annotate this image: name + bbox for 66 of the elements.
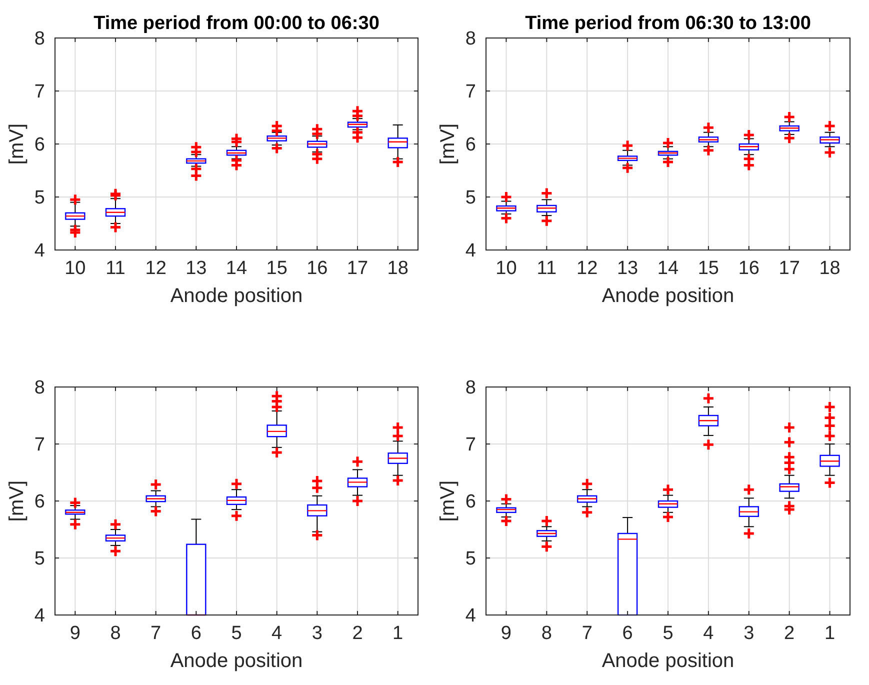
y-tick-label: 7 xyxy=(34,434,45,456)
x-tick-label: 15 xyxy=(266,258,288,279)
x-tick-label: 15 xyxy=(698,258,720,279)
y-tick-label: 8 xyxy=(34,378,45,399)
x-axis-title: Anode position xyxy=(602,285,734,307)
x-tick-label: 9 xyxy=(500,623,512,644)
x-tick-label: 6 xyxy=(622,623,633,644)
x-axis-title: Anode position xyxy=(602,650,734,672)
x-tick-label: 10 xyxy=(496,258,517,279)
x-tick-label: 3 xyxy=(312,623,322,644)
chart-title: Time period from 06:30 to 13:00 xyxy=(525,13,811,34)
x-tick-label: 12 xyxy=(145,258,166,279)
x-tick-label: 17 xyxy=(778,258,800,279)
y-tick-label: 7 xyxy=(34,82,45,103)
x-tick-label: 3 xyxy=(744,623,754,644)
y-axis-title: [mV] xyxy=(437,123,459,165)
y-tick-label: 5 xyxy=(465,188,476,209)
x-tick-label: 4 xyxy=(272,623,283,644)
x-tick-label: 13 xyxy=(186,258,207,279)
x-tick-label: 14 xyxy=(226,258,248,279)
x-tick-label: 11 xyxy=(536,258,557,279)
y-tick-label: 8 xyxy=(465,378,476,399)
y-tick-label: 6 xyxy=(465,492,476,513)
x-tick-label: 7 xyxy=(582,623,592,644)
x-tick-label: 1 xyxy=(392,623,404,644)
y-tick-label: 8 xyxy=(465,28,476,50)
y-tick-label: 4 xyxy=(465,606,476,627)
x-axis-title: Anode position xyxy=(170,285,303,307)
x-axis-title: Anode position xyxy=(170,650,303,672)
y-tick-label: 8 xyxy=(34,28,45,50)
x-tick-label: 16 xyxy=(306,258,328,279)
x-tick-label: 10 xyxy=(64,258,86,279)
y-tick-label: 7 xyxy=(465,434,476,456)
x-tick-label: 17 xyxy=(346,258,368,279)
y-tick-label: 4 xyxy=(465,240,476,262)
x-tick-label: 5 xyxy=(231,623,242,644)
x-tick-label: 1 xyxy=(824,623,836,644)
x-tick-label: 9 xyxy=(70,623,80,644)
y-tick-label: 4 xyxy=(34,606,46,627)
y-tick-label: 6 xyxy=(34,134,45,156)
y-tick-label: 5 xyxy=(465,548,476,570)
x-tick-label: 5 xyxy=(662,623,674,644)
y-tick-label: 6 xyxy=(465,134,476,156)
y-tick-label: 7 xyxy=(465,82,476,103)
x-tick-label: 16 xyxy=(738,258,760,279)
y-axis-title: [mV] xyxy=(6,123,28,165)
x-tick-label: 2 xyxy=(784,623,795,644)
x-tick-label: 2 xyxy=(352,623,363,644)
x-tick-label: 4 xyxy=(703,623,714,644)
x-tick-label: 11 xyxy=(106,258,126,279)
chart-title: Time period from 00:00 to 06:30 xyxy=(94,13,380,34)
x-tick-label: 8 xyxy=(110,623,121,644)
x-tick-label: 18 xyxy=(819,258,840,279)
x-tick-label: 7 xyxy=(150,623,162,644)
y-tick-label: 5 xyxy=(34,548,45,570)
y-axis-title: [mV] xyxy=(6,480,28,522)
x-tick-label: 12 xyxy=(576,258,598,279)
y-axis-title: [mV] xyxy=(437,480,459,522)
x-tick-label: 18 xyxy=(387,258,408,279)
x-tick-label: 6 xyxy=(190,623,202,644)
x-tick-label: 14 xyxy=(657,258,679,279)
x-tick-label: 13 xyxy=(616,258,638,279)
x-tick-label: 8 xyxy=(541,623,552,644)
y-tick-label: 5 xyxy=(34,188,45,209)
y-tick-label: 4 xyxy=(34,240,46,262)
y-tick-label: 6 xyxy=(34,492,45,513)
